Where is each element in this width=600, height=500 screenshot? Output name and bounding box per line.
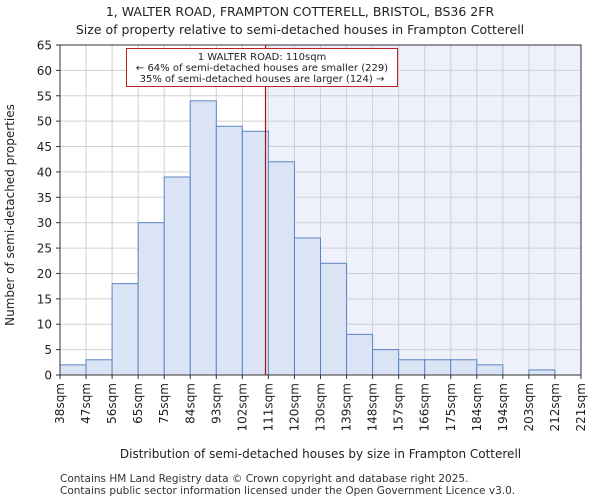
x-tick-label: 139sqm: [340, 383, 354, 431]
annotation-line-3: 35% of semi-detached houses are larger (…: [139, 74, 385, 85]
bars: [59, 100, 556, 376]
y-tick-label: 40: [37, 165, 52, 179]
y-tick-label: 55: [37, 89, 52, 103]
bar: [85, 359, 113, 376]
x-tick-label: 166sqm: [418, 383, 432, 431]
x-tick-labels: 38sqm 47sqm 56sqm 65sqm 75sqm 84sqm 93sqm 102sq…: [53, 375, 588, 431]
footer-copyright: Contains HM Land Registry data © Crown c…: [60, 473, 469, 485]
bar: [293, 237, 322, 376]
x-tick-label: 47sqm: [79, 383, 93, 424]
x-tick-label: 203sqm: [522, 383, 536, 431]
x-tick-label: 93sqm: [209, 383, 223, 424]
y-tick-label: 5: [44, 343, 52, 357]
footer-licence: Contains public sector information licen…: [60, 485, 516, 497]
x-tick-label: 221sqm: [574, 383, 588, 431]
bar: [59, 364, 87, 376]
y-tick-label: 35: [37, 191, 52, 205]
x-tick-label: 212sqm: [548, 383, 562, 431]
bar: [346, 333, 374, 376]
annotation-box: 1 WALTER ROAD: 110sqm ← 64% of semi-deta…: [126, 48, 398, 87]
x-tick-label: 148sqm: [366, 383, 380, 431]
y-tick-label: 10: [37, 318, 52, 332]
y-tick-label: 0: [44, 369, 52, 383]
y-axis-title-text: Number of semi-detached properties: [3, 104, 17, 326]
y-tick-label: 60: [37, 64, 52, 78]
x-tick-label: 120sqm: [287, 383, 301, 431]
bar: [267, 161, 295, 376]
x-axis-title: Distribution of semi-detached houses by …: [119, 447, 522, 461]
x-tick-label: 157sqm: [392, 383, 406, 431]
y-tick-label: 20: [37, 267, 52, 281]
bar: [424, 359, 452, 376]
bar: [320, 262, 348, 376]
y-tick-label: 50: [37, 115, 52, 129]
x-tick-label: 56sqm: [105, 383, 119, 424]
x-tick-label: 111sqm: [261, 383, 275, 431]
chart-title: Size of property relative to semi-detach…: [75, 22, 525, 37]
y-tick-label: 15: [37, 292, 52, 306]
chart-title-address: 1, WALTER ROAD, FRAMPTON COTTERELL, BRIS…: [105, 4, 495, 19]
bar: [111, 283, 139, 376]
y-tick-labels: 0 5 10 15 20 25 30 35 40 45 50 55 60 65: [37, 39, 60, 383]
bar: [450, 359, 478, 376]
bar: [398, 359, 426, 376]
annotation-line-1: 1 WALTER ROAD: 110sqm: [197, 52, 327, 63]
bar: [189, 100, 217, 376]
bar: [163, 176, 191, 376]
x-tick-label: 130sqm: [314, 383, 328, 431]
bar: [476, 364, 504, 376]
y-tick-label: 25: [37, 242, 52, 256]
bar: [137, 222, 165, 376]
x-tick-label: 102sqm: [235, 383, 249, 431]
x-tick-label: 184sqm: [470, 383, 484, 431]
annotation-line-2: ← 64% of semi-detached houses are smalle…: [135, 63, 389, 74]
y-tick-label: 65: [37, 39, 52, 53]
x-tick-label: 38sqm: [53, 383, 67, 424]
y-tick-label: 30: [37, 216, 52, 230]
bar: [241, 130, 269, 376]
bar: [528, 369, 556, 376]
x-tick-label: 175sqm: [444, 383, 458, 431]
x-tick-label: 65sqm: [131, 383, 145, 424]
y-tick-label: 45: [37, 140, 52, 154]
x-tick-label: 194sqm: [496, 383, 510, 431]
bar: [372, 349, 400, 376]
x-tick-label: 84sqm: [183, 383, 197, 424]
x-tick-label: 75sqm: [157, 383, 171, 424]
bar: [215, 125, 243, 376]
